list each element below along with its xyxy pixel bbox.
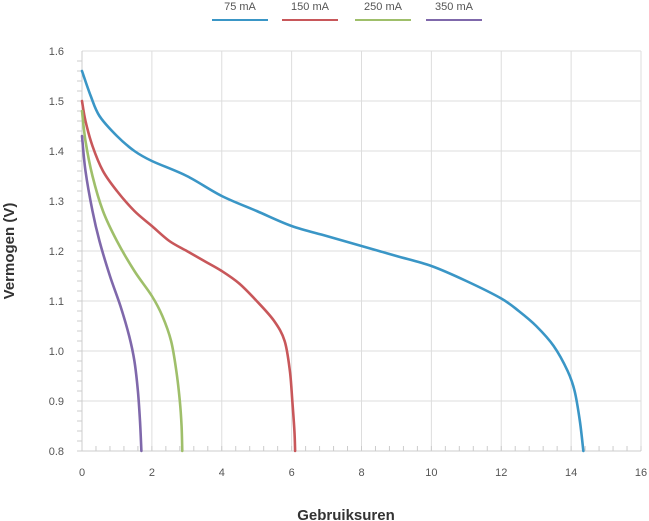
y-tick-label: 0.8	[49, 446, 64, 458]
y-tick-label: 1.2	[49, 246, 64, 258]
series-line-0	[80, 69, 585, 453]
legend-label: 250 mA	[364, 1, 403, 13]
legend-label: 350 mA	[435, 1, 474, 13]
y-tick-label: 1.3	[49, 196, 64, 208]
y-tick-labels: 0.8 0.9 1.0 1.1 1.2 1.3 1.4 1.5 1.6	[49, 46, 64, 458]
legend: 75 mA 150 mA 250 mA 350 mA	[212, 1, 482, 21]
x-tick-label: 14	[565, 467, 577, 479]
series-line-3	[80, 134, 143, 453]
y-tick-label: 1.1	[49, 296, 64, 308]
y-tick-label: 1.5	[49, 96, 64, 108]
x-tick-label: 2	[149, 467, 155, 479]
y-tick-label: 1.4	[49, 146, 64, 158]
legend-label: 150 mA	[291, 1, 330, 13]
grid-lines	[82, 50, 642, 451]
x-tick-label: 0	[79, 467, 85, 479]
series-lines	[80, 69, 585, 453]
minor-ticks	[77, 60, 642, 452]
y-tick-label: 1.6	[49, 46, 64, 58]
legend-label: 75 mA	[224, 1, 256, 13]
x-axis-title: Gebruiksuren	[297, 507, 395, 521]
series-line-2	[80, 109, 184, 453]
x-tick-label: 8	[358, 467, 364, 479]
x-tick-label: 10	[425, 467, 437, 479]
x-tick-label: 12	[495, 467, 507, 479]
y-tick-label: 1.0	[49, 346, 64, 358]
x-tick-label: 6	[289, 467, 295, 479]
y-tick-label: 0.9	[49, 396, 64, 408]
x-tick-label: 4	[219, 467, 225, 479]
x-tick-label: 16	[635, 467, 647, 479]
y-axis-title: Vermogen (V)	[1, 203, 18, 300]
x-tick-labels: 0 2 4 6 8 10 12 14 16	[79, 467, 647, 479]
series-line-1	[80, 99, 297, 453]
